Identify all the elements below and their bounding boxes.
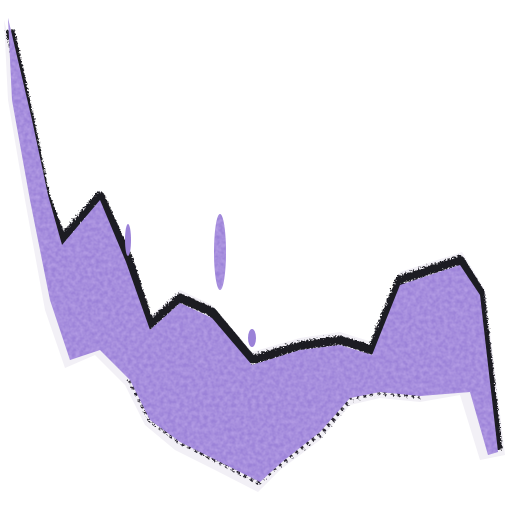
- tissue-fragment: [125, 224, 131, 256]
- tissue-fragment: [248, 329, 256, 347]
- tissue-section: [8, 18, 498, 482]
- tissue-fragment: [214, 214, 226, 290]
